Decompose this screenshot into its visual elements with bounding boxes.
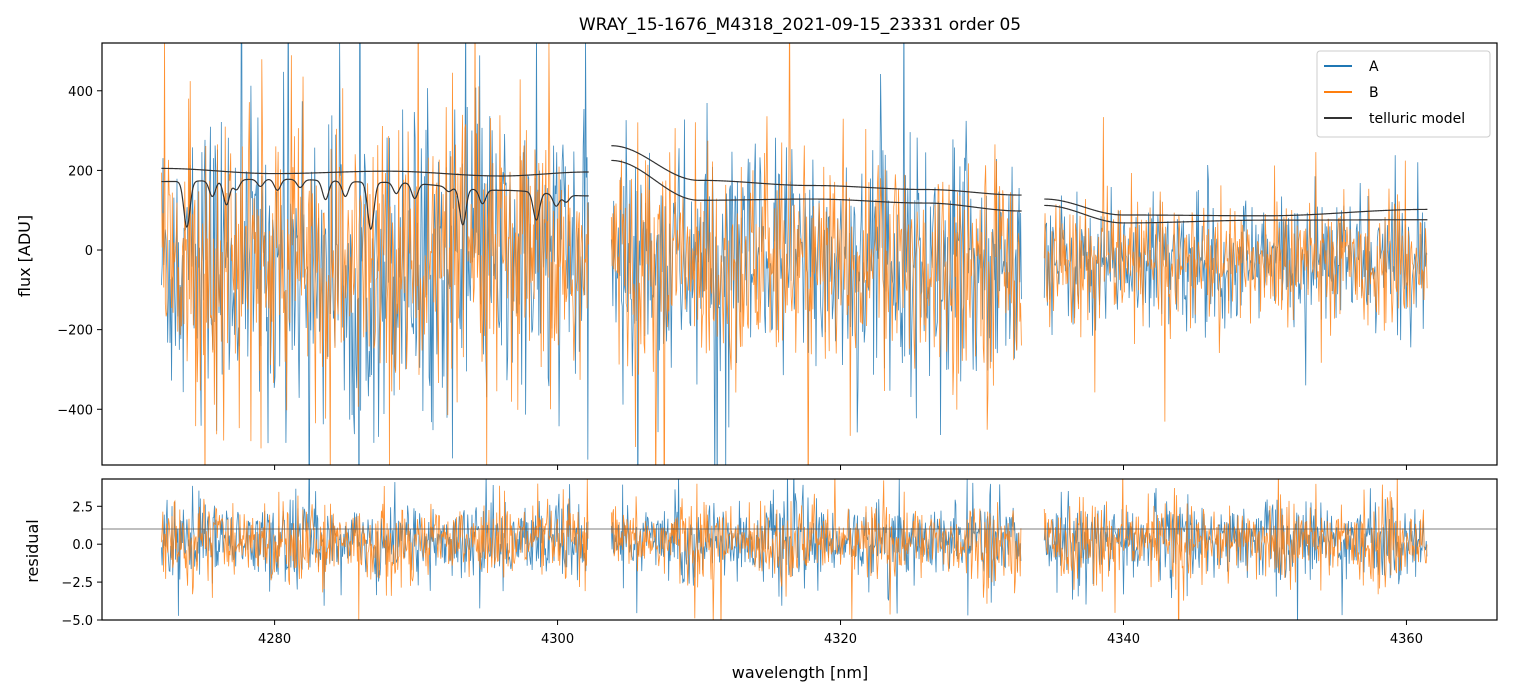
legend-box (1316, 50, 1491, 138)
main-x-ticks (274, 465, 1407, 470)
chart-title: WRAY_15-1676_M4318_2021-09-15_23331 orde… (579, 15, 1021, 35)
main-y-tick-label: −200 (57, 324, 93, 339)
main-y-ticks: −400 −200 0 200 400 (57, 85, 102, 418)
main-y-axis-label: flux [ADU] (15, 215, 34, 297)
main-axes-frame (101, 42, 1498, 466)
main-series-b-segment-3 (1043, 117, 1428, 422)
main-y-tick-label: 0 (85, 244, 93, 259)
main-y-tick-label: 200 (68, 164, 93, 179)
residual-y-axis-label: residual (23, 519, 42, 582)
telluric-model-curve-1 (161, 167, 589, 177)
x-tick-label: 4340 (1107, 632, 1140, 647)
residual-y-tick-label: −2.5 (61, 576, 93, 591)
residual-series-b-segment-3 (1043, 479, 1428, 620)
main-y-tick-label: 400 (68, 85, 93, 100)
residual-y-ticks: −5.0 −2.5 0.0 2.5 (61, 500, 102, 629)
telluric-model-curve-4 (611, 159, 1022, 212)
telluric-model-curve-3 (611, 145, 1022, 196)
main-series-b-segment-2 (610, 43, 1022, 465)
main-panel: −400 −200 0 200 400 flux [ADU] A B telluric … (15, 42, 1498, 470)
telluric-model-curve-2 (161, 178, 589, 231)
telluric-model-curve-5 (1044, 198, 1428, 217)
residual-plot-area (102, 479, 1497, 620)
main-series-b-segment-1 (161, 43, 590, 465)
residual-x-ticks: 4280 4300 4320 4340 4360 (258, 620, 1423, 647)
legend: A B telluric model (1316, 50, 1491, 138)
residual-y-tick-label: 2.5 (72, 500, 93, 515)
residual-y-tick-label: 0.0 (72, 538, 93, 553)
residual-panel: −5.0 −2.5 0.0 2.5 4280 4300 4320 4340 4360 resi… (23, 478, 1498, 682)
legend-label-telluric: telluric model (1369, 111, 1465, 127)
residual-y-tick-label: −5.0 (61, 614, 93, 629)
main-y-tick-label: −400 (57, 403, 93, 418)
main-plot-area (161, 43, 1428, 465)
main-series-a-segment-3 (1043, 155, 1428, 386)
x-tick-label: 4300 (541, 632, 574, 647)
telluric-model-curve-6 (1044, 204, 1428, 224)
x-tick-label: 4360 (1390, 632, 1423, 647)
residual-series-b-segment-2 (610, 479, 1022, 620)
residual-series-b-segment-1 (161, 479, 589, 620)
main-series-a-segment-2 (610, 43, 1022, 465)
legend-label-b: B (1369, 85, 1379, 101)
x-axis-label: wavelength [nm] (732, 663, 869, 682)
residual-axes-frame (101, 478, 1498, 621)
legend-label-a: A (1369, 59, 1379, 75)
x-tick-label: 4280 (258, 632, 291, 647)
x-tick-label: 4320 (824, 632, 857, 647)
